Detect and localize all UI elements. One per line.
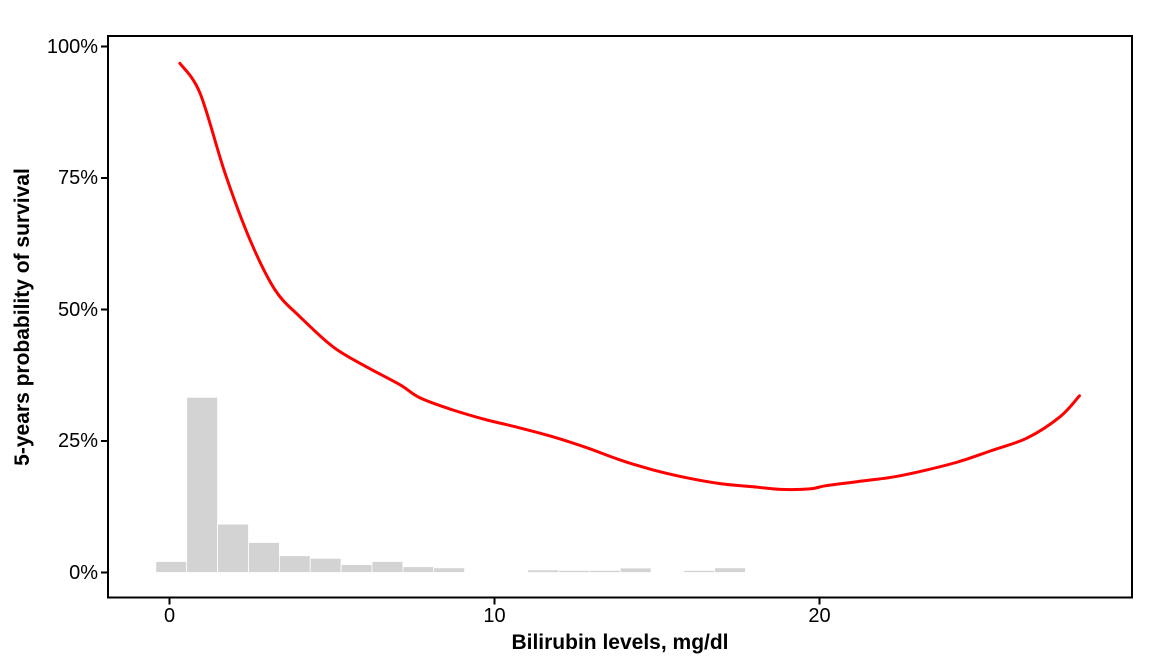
y-tick-label: 25% <box>57 430 98 452</box>
histogram-bar <box>278 555 311 573</box>
y-tick-label: 75% <box>57 167 98 189</box>
y-tick-label: 0% <box>69 561 98 584</box>
histogram-bar <box>589 570 621 573</box>
histogram-bar <box>619 567 652 573</box>
histogram-bar <box>527 569 559 573</box>
histogram-bar <box>558 570 590 573</box>
x-tick-label: 0 <box>163 605 176 627</box>
histogram-bar <box>402 566 435 573</box>
histogram-bar <box>683 570 715 573</box>
histogram-bar <box>340 564 373 573</box>
histogram-bar <box>248 542 280 573</box>
histogram-bar <box>433 567 466 573</box>
x-tick-label: 20 <box>808 605 831 627</box>
x-tick-label: 10 <box>483 605 506 627</box>
survival-curve <box>178 61 1081 492</box>
panel-border <box>107 35 1133 599</box>
histogram-bar <box>186 396 218 573</box>
histogram-bar <box>371 561 404 573</box>
x-axis-title: Bilirubin levels, mg/dl <box>511 631 729 654</box>
histogram-bar <box>714 567 746 573</box>
histogram-bar <box>217 523 249 573</box>
y-tick-label: 100% <box>46 35 98 58</box>
histogram-bar <box>309 557 342 573</box>
y-tick-label: 50% <box>57 298 98 321</box>
histogram-bar <box>155 561 188 573</box>
